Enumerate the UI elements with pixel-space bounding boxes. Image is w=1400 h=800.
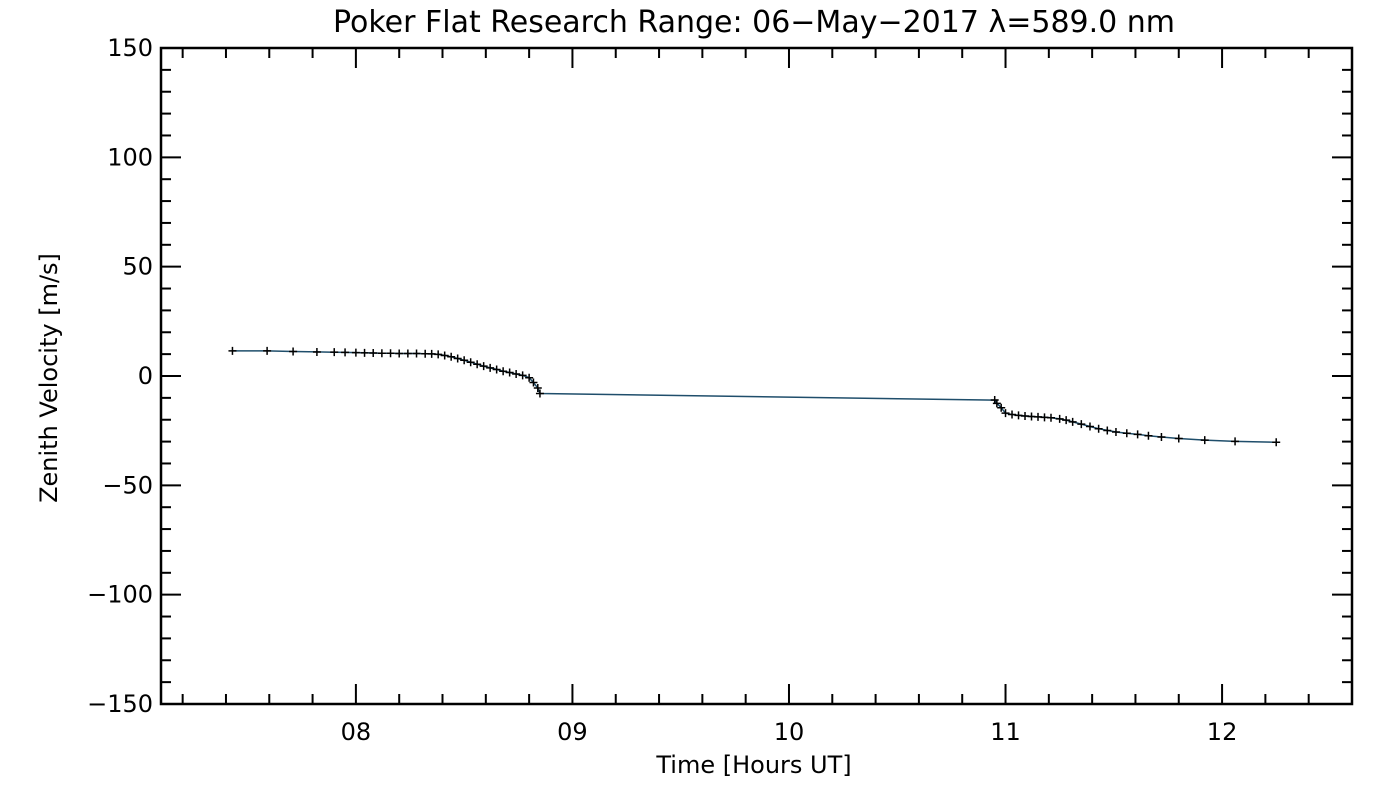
data-point xyxy=(1085,422,1094,431)
data-point xyxy=(330,348,339,357)
data-point xyxy=(377,349,386,358)
chart-title: Poker Flat Research Range: 06−May−2017 λ… xyxy=(333,5,1175,40)
x-tick-label: 10 xyxy=(774,718,805,746)
data-point xyxy=(479,362,488,371)
data-point xyxy=(360,348,369,357)
data-point xyxy=(341,348,350,357)
data-point xyxy=(403,349,412,358)
data-point xyxy=(1008,410,1017,419)
data-point xyxy=(505,368,514,377)
y-tick-label: 150 xyxy=(107,34,153,62)
y-tick-label: −100 xyxy=(87,581,153,609)
data-point xyxy=(1174,434,1183,443)
series-line xyxy=(232,350,1277,444)
data-point xyxy=(529,378,538,387)
data-point xyxy=(1272,438,1281,447)
data-point xyxy=(263,346,272,355)
data-point xyxy=(440,351,449,360)
y-axis-label: Zenith Velocity [m/s] xyxy=(35,253,63,503)
data-point xyxy=(312,347,321,356)
data-point xyxy=(1200,436,1209,445)
x-tick-label: 12 xyxy=(1207,718,1238,746)
data-point xyxy=(434,350,443,359)
data-point xyxy=(466,358,475,367)
data-point xyxy=(499,367,508,376)
data-point xyxy=(228,346,237,355)
data-point xyxy=(1047,413,1055,422)
data-point xyxy=(1144,431,1153,440)
data-point xyxy=(1122,429,1131,438)
data-point xyxy=(997,403,1006,412)
data-point xyxy=(453,354,462,363)
data-point xyxy=(351,348,360,357)
data-point xyxy=(1062,416,1071,425)
data-point xyxy=(512,370,521,379)
y-tick-label: −50 xyxy=(102,471,153,499)
data-point xyxy=(486,363,495,372)
data-point xyxy=(533,384,542,393)
plot-area: 150 100 50 0 −50 −100 −150 08 09 10 11 12 xyxy=(87,34,1354,746)
data-point xyxy=(1055,414,1064,423)
x-tick-label: 09 xyxy=(557,718,588,746)
x-tick-label: 11 xyxy=(990,718,1021,746)
data-point xyxy=(992,399,1001,408)
data-point xyxy=(369,349,378,358)
data-point xyxy=(447,352,456,361)
data-point xyxy=(1068,417,1077,426)
data-point xyxy=(473,360,482,369)
data-point xyxy=(1133,430,1142,439)
data-point xyxy=(460,356,469,365)
y-tick-label: 50 xyxy=(122,253,153,281)
data-point xyxy=(1077,420,1086,429)
plot-frame xyxy=(159,46,1354,706)
data-point xyxy=(395,349,404,358)
data-point xyxy=(518,371,527,380)
data-point xyxy=(1103,426,1112,435)
y-tick-label: 0 xyxy=(138,362,153,390)
data-point xyxy=(386,349,395,358)
y-tick-label: −150 xyxy=(87,690,153,718)
data-point xyxy=(1111,427,1120,436)
x-tick-label: 08 xyxy=(341,718,372,746)
data-point xyxy=(289,347,298,356)
data-point xyxy=(1231,437,1240,446)
data-point xyxy=(525,373,534,382)
data-point xyxy=(1001,409,1010,418)
data-point xyxy=(492,365,501,374)
data-point xyxy=(535,389,544,398)
data-point xyxy=(1157,433,1166,442)
x-axis-label: Time [Hours UT] xyxy=(655,751,851,779)
data-point xyxy=(412,349,421,358)
data-point xyxy=(1094,424,1103,433)
y-tick-label: 100 xyxy=(107,143,153,171)
